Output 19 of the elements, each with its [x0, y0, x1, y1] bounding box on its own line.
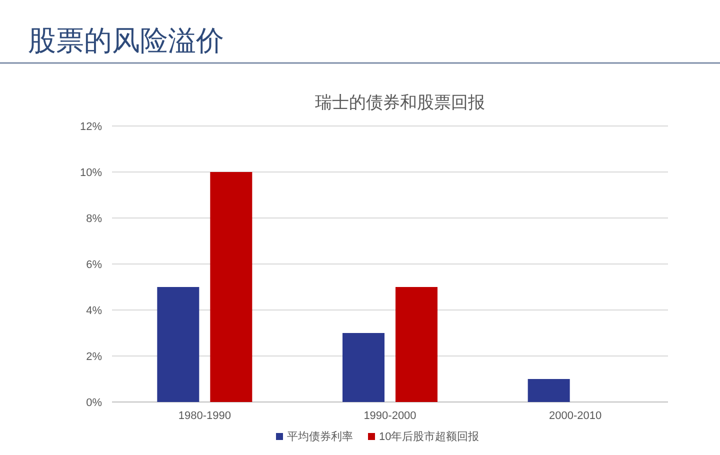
chart-title: 股票的风险溢价 — [28, 25, 224, 56]
legend-label: 平均债券利率 — [287, 430, 353, 443]
x-tick-label: 2000-2010 — [549, 410, 602, 422]
bar — [396, 287, 438, 402]
x-tick-label: 1990-2000 — [364, 410, 416, 422]
legend-label: 10年后股市超额回报 — [379, 430, 480, 443]
bar — [157, 287, 200, 402]
y-tick-label: 12% — [80, 120, 102, 133]
y-tick-label: 2% — [86, 350, 102, 363]
y-tick-label: 6% — [86, 258, 102, 271]
y-tick-label: 8% — [86, 212, 102, 225]
y-tick-label: 4% — [86, 304, 102, 317]
y-tick-label: 0% — [86, 396, 102, 409]
chart-subtitle: 瑞士的债券和股票回报 — [315, 93, 485, 112]
bar — [528, 379, 570, 402]
y-tick-label: 10% — [80, 166, 102, 179]
bar — [342, 333, 384, 402]
bar — [210, 172, 252, 402]
x-tick-label: 1980-1990 — [178, 410, 231, 422]
